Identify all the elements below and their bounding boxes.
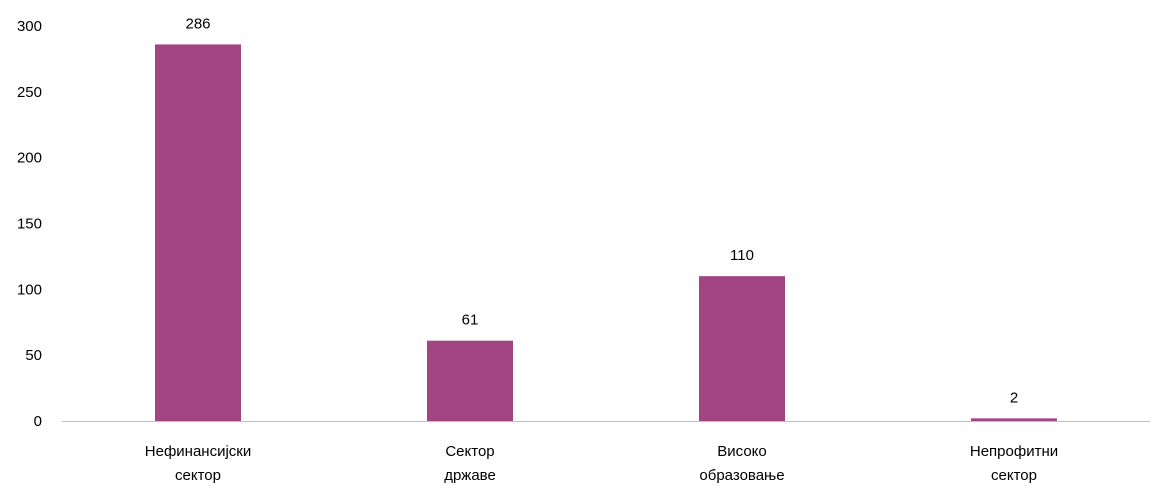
y-tick-label: 150 xyxy=(17,216,42,233)
category-label: сектор xyxy=(991,467,1037,484)
y-axis-ticks: 0 50 100 150 200 250 300 xyxy=(17,18,42,430)
data-labels: 286 61 110 2 xyxy=(185,15,1018,406)
category-label: образовање xyxy=(699,467,784,484)
category-label: Непрофитни xyxy=(970,443,1058,460)
bar-value-label: 61 xyxy=(462,312,479,329)
bar xyxy=(427,340,513,421)
bar-value-label: 2 xyxy=(1010,389,1018,406)
bar xyxy=(699,276,785,421)
y-tick-label: 50 xyxy=(25,347,42,364)
y-tick-label: 250 xyxy=(17,84,42,101)
bar xyxy=(971,418,1057,421)
category-label: државе xyxy=(444,467,496,484)
bar xyxy=(155,44,241,421)
y-tick-label: 100 xyxy=(17,281,42,298)
category-label: Сектор xyxy=(445,443,494,460)
category-labels: Нефинансијски сектор Сектор државе Високо обр… xyxy=(145,443,1058,484)
y-tick-label: 0 xyxy=(34,413,42,430)
bars xyxy=(155,44,1057,421)
category-label: Високо xyxy=(717,443,766,460)
category-label: сектор xyxy=(175,467,221,484)
y-tick-label: 200 xyxy=(17,150,42,167)
bar-value-label: 286 xyxy=(185,15,210,32)
bar-value-label: 110 xyxy=(730,247,754,264)
category-label: Нефинансијски xyxy=(145,443,251,460)
y-tick-label: 300 xyxy=(17,18,42,35)
